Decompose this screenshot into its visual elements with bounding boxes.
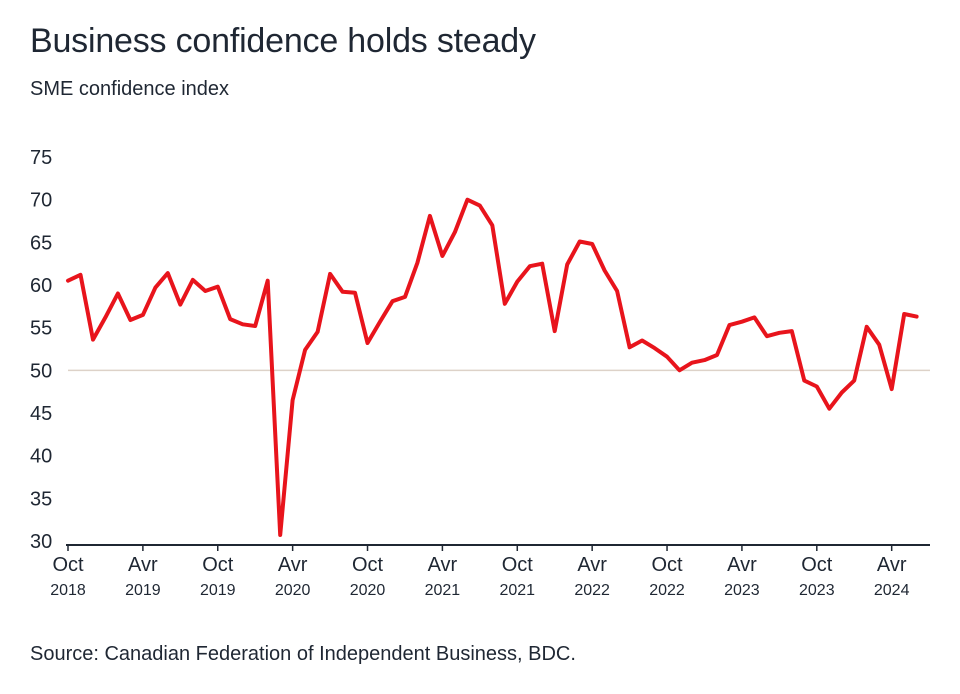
x-tick-year: 2024	[874, 582, 910, 599]
x-tick-month: Oct	[651, 554, 683, 576]
y-tick-label-70: 70	[30, 190, 52, 212]
y-tick-label-50: 50	[30, 360, 52, 382]
y-tick-label-30: 30	[30, 531, 52, 553]
y-tick-label-65: 65	[30, 232, 52, 254]
y-tick-label-75: 75	[30, 147, 52, 169]
x-tick-year: 2019	[200, 582, 236, 599]
x-tick-year: 2022	[574, 582, 610, 599]
x-tick-year: 2022	[649, 582, 685, 599]
x-axis: Oct 2018 Avr 2019 Oct 2019 Avr 2020 Oct 2020 Avr 20…	[50, 545, 910, 599]
y-tick-label-60: 60	[30, 275, 52, 297]
chart-title: Business confidence holds steady	[30, 22, 536, 60]
source-note: Source: Canadian Federation of Independe…	[30, 643, 576, 665]
x-tick-month: Oct	[52, 554, 84, 576]
x-tick-month: Oct	[202, 554, 234, 576]
x-tick-year: 2020	[275, 582, 311, 599]
y-tick-label-40: 40	[30, 446, 52, 468]
y-axis: 75 70 65 60 55 50 45 40 35 30	[30, 147, 52, 553]
x-tick-month: Oct	[352, 554, 384, 576]
x-tick-year: 2020	[350, 582, 386, 599]
x-tick-year: 2021	[425, 582, 461, 599]
x-tick-year: 2023	[799, 582, 835, 599]
y-tick-label-45: 45	[30, 403, 52, 425]
x-tick-year: 2018	[50, 582, 86, 599]
data-points	[66, 198, 919, 537]
chart-subtitle: SME confidence index	[30, 78, 230, 100]
x-tick-month: Avr	[877, 554, 907, 576]
x-tick-month: Avr	[278, 554, 308, 576]
x-tick-month: Avr	[128, 554, 158, 576]
y-tick-label-35: 35	[30, 488, 52, 510]
series-line-sme-confidence	[66, 197, 919, 537]
x-tick-month: Oct	[801, 554, 833, 576]
y-tick-label-55: 55	[30, 318, 52, 340]
x-tick-month: Oct	[502, 554, 534, 576]
x-tick-year: 2023	[724, 582, 760, 599]
x-tick-year: 2021	[499, 582, 535, 599]
x-tick-year: 2019	[125, 582, 161, 599]
x-tick-month: Avr	[727, 554, 757, 576]
x-tick-month: Avr	[577, 554, 607, 576]
x-tick-month: Avr	[428, 554, 458, 576]
